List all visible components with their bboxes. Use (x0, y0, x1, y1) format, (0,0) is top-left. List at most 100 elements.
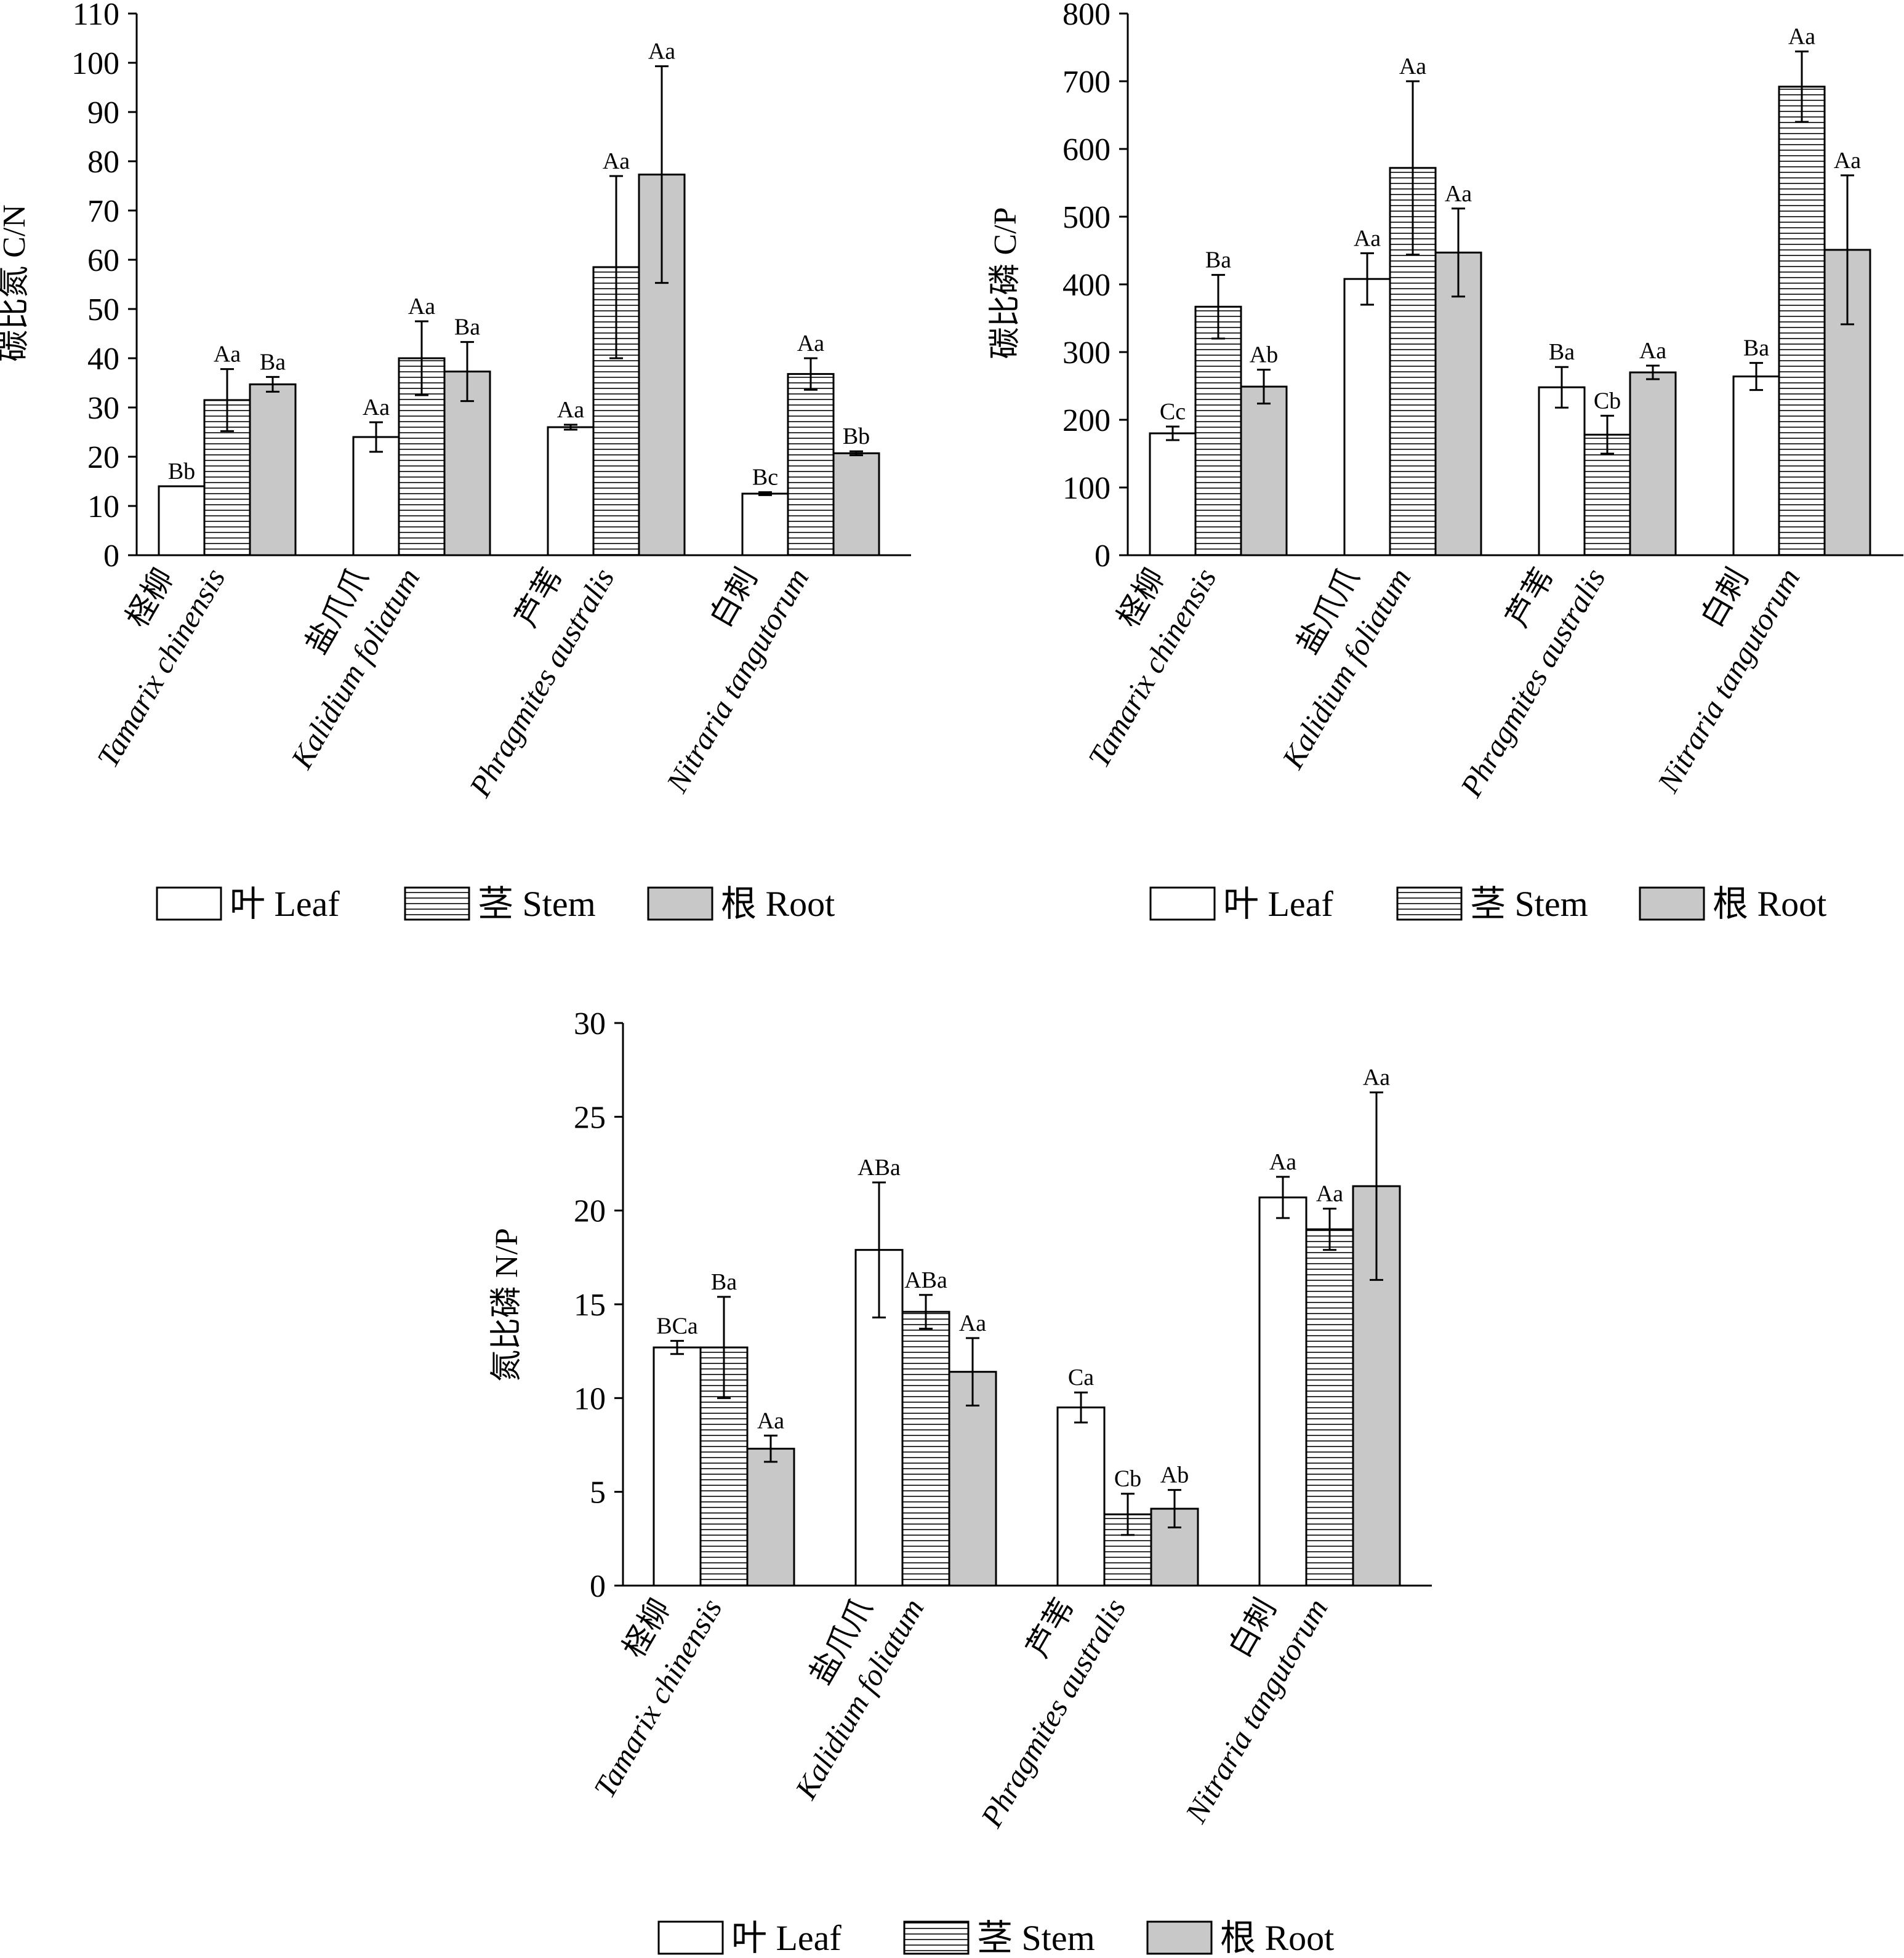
y-tick-label: 20 (574, 1194, 606, 1229)
y-axis-label: 氮比磷 N/P (489, 1228, 524, 1382)
y-tick-label: 400 (1062, 268, 1111, 303)
bar-leaf (158, 485, 206, 556)
y-tick-label: 800 (1062, 0, 1111, 32)
bar-leaf (1258, 1196, 1307, 1587)
bar-leaf (352, 436, 400, 556)
bar-stem (1194, 305, 1242, 556)
bar-leaf (547, 426, 595, 556)
significance-label: ABa (904, 1267, 947, 1293)
legend-swatch-leaf (156, 886, 222, 921)
y-tick-label: 5 (590, 1475, 606, 1511)
significance-label: Ba (1205, 247, 1231, 273)
bar-leaf (1538, 386, 1586, 556)
bar-root (1240, 385, 1288, 556)
y-tick-label: 10 (87, 489, 119, 524)
legend-label-leaf: 叶 Leaf (1223, 884, 1333, 924)
significance-label: Aa (214, 342, 241, 367)
significance-label: Bc (752, 465, 778, 491)
y-tick-label: 200 (1062, 403, 1111, 438)
bar-root (1629, 371, 1677, 556)
bar-root (832, 452, 880, 556)
bar-stem (787, 373, 835, 556)
y-tick-label: 100 (71, 46, 119, 81)
significance-label: Aa (1834, 148, 1861, 174)
bar-stem (1778, 86, 1826, 556)
bar-root (948, 1371, 997, 1587)
y-tick-label: 20 (87, 440, 119, 475)
legend-label-leaf: 叶 Leaf (230, 884, 340, 924)
y-tick-label: 110 (73, 0, 119, 32)
significance-label: Aa (797, 331, 824, 356)
y-tick-label: 60 (87, 243, 119, 278)
y-tick-label: 10 (574, 1381, 606, 1416)
significance-label: Aa (1788, 24, 1815, 50)
legend-label-stem: 茎 Stem (478, 884, 596, 924)
y-tick-label: 40 (87, 342, 119, 377)
bar-leaf (1343, 278, 1391, 556)
significance-label: Ba (1743, 335, 1769, 361)
bar-stem (1583, 433, 1631, 556)
legend-swatch-root (1639, 886, 1705, 921)
y-tick-label: 15 (574, 1288, 606, 1323)
significance-label: Aa (1445, 181, 1472, 207)
legend-swatch-leaf (657, 1920, 724, 1955)
cp-ratio-legend: 叶 Leaf 茎 Stem 根 Root (1149, 884, 1826, 924)
bar-root (249, 383, 297, 556)
bar-root (746, 1448, 795, 1587)
significance-label: Aa (408, 294, 435, 319)
bar-stem (1305, 1228, 1354, 1587)
legend-label-root: 根 Root (1220, 1918, 1334, 1958)
significance-label: Cb (1594, 388, 1621, 414)
significance-label: BCa (656, 1313, 698, 1339)
significance-label: Cb (1114, 1466, 1141, 1492)
significance-label: Aa (959, 1310, 986, 1336)
np-ratio-legend: 叶 Leaf 茎 Stem 根 Root (657, 1918, 1334, 1958)
cn-ratio-legend: 叶 Leaf 茎 Stem 根 Root (156, 884, 835, 924)
legend-label-root: 根 Root (1713, 884, 1826, 924)
significance-label: Cc (1160, 399, 1186, 425)
y-axis-label: 碳比氮 C/N (0, 204, 32, 362)
significance-label: Ab (1250, 342, 1278, 368)
significance-label: Aa (1363, 1065, 1390, 1091)
significance-label: Ba (454, 315, 480, 340)
y-tick-label: 80 (87, 145, 119, 180)
significance-label: Bb (168, 459, 195, 484)
significance-label: Aa (1316, 1181, 1343, 1207)
significance-label: Aa (1639, 338, 1666, 364)
y-tick-label: 25 (574, 1100, 606, 1135)
significance-label: Ba (711, 1269, 737, 1295)
significance-label: Aa (1269, 1149, 1296, 1175)
y-tick-label: 0 (103, 539, 119, 574)
significance-label: Aa (757, 1408, 784, 1434)
legend-swatch-root (647, 886, 713, 921)
bar-leaf (653, 1346, 702, 1587)
significance-label: ABa (858, 1155, 901, 1181)
y-tick-label: 600 (1062, 132, 1111, 167)
y-tick-label: 300 (1062, 335, 1111, 371)
significance-label: Ba (260, 349, 286, 375)
legend-swatch-stem (404, 886, 470, 921)
legend-swatch-stem (903, 1920, 970, 1955)
legend-swatch-stem (1396, 886, 1463, 921)
legend-label-leaf: 叶 Leaf (731, 1918, 842, 1958)
y-tick-label: 500 (1062, 200, 1111, 235)
y-axis-label: 碳比磷 C/P (988, 207, 1023, 359)
significance-label: Aa (603, 148, 630, 174)
significance-label: Ba (1549, 339, 1575, 365)
y-tick-label: 50 (87, 292, 119, 327)
significance-label: Aa (1354, 225, 1381, 251)
legend-swatch-leaf (1149, 886, 1216, 921)
legend-label-stem: 茎 Stem (977, 1918, 1095, 1958)
y-tick-label: 0 (590, 1569, 606, 1604)
bar-leaf (741, 492, 789, 556)
significance-label: Ab (1160, 1462, 1189, 1488)
significance-label: Aa (648, 39, 675, 65)
significance-label: Bb (843, 423, 870, 449)
significance-label: Aa (557, 397, 584, 423)
y-tick-label: 100 (1062, 471, 1111, 506)
significance-label: Aa (1399, 54, 1426, 79)
